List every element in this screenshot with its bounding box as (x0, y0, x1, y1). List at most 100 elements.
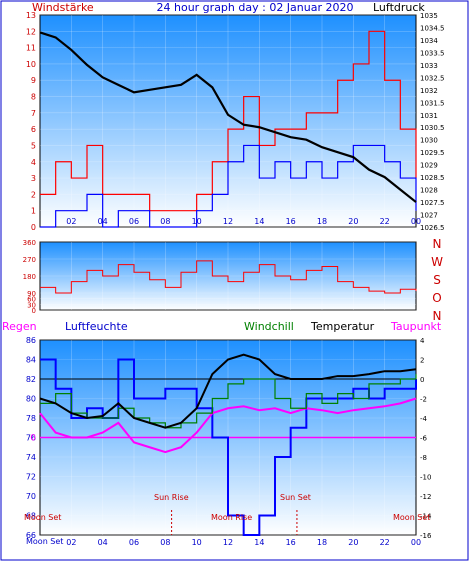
moon-set-left-label: Moon Set (24, 513, 61, 522)
compass-label: N (433, 237, 442, 251)
direction-tick-label: 0 (32, 307, 36, 315)
pressure-tick-label: 1027 (420, 212, 438, 220)
x-tick-label: 02 (66, 538, 76, 547)
wind-tick-label: 0 (31, 223, 36, 232)
moon-rise-label: Moon Rise (211, 513, 252, 522)
legend-temperatur: Temperatur (310, 320, 375, 333)
wind-tick-label: 3 (31, 174, 36, 183)
x-tick-label: 22 (380, 217, 390, 226)
temperature-x-ticks: 02 04 06 08 10 12 14 16 18 20 22 00 (66, 538, 421, 547)
x-tick-label: 06 (129, 217, 139, 226)
x-tick-label: 12 (223, 217, 233, 226)
windchill-line (40, 374, 417, 429)
humidity-left-ticks: 66 68 70 72 74 76 78 80 82 84 86 (26, 336, 36, 540)
wind-tick-label: 9 (31, 76, 36, 85)
x-tick-label: 16 (286, 217, 296, 226)
temperature-right-ticks: -16 -14 -12 -10 -8 -6 -4 -2 0 2 4 (420, 337, 432, 540)
x-tick-label: 22 (380, 538, 390, 547)
temperature-line (39, 353, 417, 429)
wind-tick-label: 13 (26, 11, 36, 20)
pressure-tick-label: 1034.5 (420, 24, 445, 32)
pressure-tick-label: 1032 (420, 87, 438, 95)
wind-tick-label: 6 (31, 125, 36, 134)
wind-direction-line (40, 260, 417, 294)
legend-luftfeuchte: Luftfeuchte (65, 320, 128, 333)
pressure-tick-label: 1030.5 (420, 124, 445, 132)
wind-axis-title: Windstärke (32, 1, 94, 14)
pressure-tick-label: 1033 (420, 62, 438, 70)
humidity-tick-label: 80 (26, 395, 36, 404)
humidity-tick-label: 68 (26, 512, 36, 521)
x-tick-label: 10 (192, 538, 202, 547)
x-tick-label: 00 (411, 217, 421, 226)
chart-title: 24 hour graph day : 02 Januar 2020 (157, 1, 354, 14)
x-tick-label: 14 (254, 217, 264, 226)
direction-tick-label: 360 (23, 239, 36, 247)
direction-tick-label: 270 (23, 256, 36, 264)
temperature-tick-label: -12 (420, 493, 431, 501)
legend-windchill: Windchill (244, 320, 294, 333)
x-tick-label: 14 (254, 538, 264, 547)
pressure-tick-label: 1033.5 (420, 49, 445, 57)
x-tick-label: 08 (160, 538, 170, 547)
x-tick-label: 00 (411, 538, 421, 547)
wind-tick-label: 7 (31, 109, 36, 118)
astro-markers (171, 510, 298, 535)
wind-gust-line (40, 144, 417, 228)
temperature-tick-label: -6 (420, 435, 428, 443)
x-tick-label: 08 (160, 217, 170, 226)
x-tick-label: 06 (129, 538, 139, 547)
temperature-tick-label: -16 (420, 532, 432, 540)
x-tick-label: 12 (223, 538, 233, 547)
humidity-tick-label: 82 (26, 375, 36, 384)
wind-tick-label: 12 (26, 27, 36, 36)
pressure-tick-label: 1030 (420, 137, 438, 145)
pressure-tick-label: 1027.5 (420, 199, 445, 207)
x-tick-label: 04 (98, 538, 108, 547)
wind-tick-label: 2 (31, 190, 36, 199)
legend-taupunkt: Taupunkt (390, 320, 442, 333)
wind-tick-label: 11 (26, 44, 36, 53)
pressure-tick-label: 1028.5 (420, 174, 445, 182)
humidity-tick-label: 70 (26, 492, 36, 501)
direction-tick-label: 30 (27, 301, 36, 309)
rain-zero-label: 0 (30, 434, 36, 444)
legend-regen: Regen (2, 320, 37, 333)
sun-set-label: Sun Set (280, 493, 311, 502)
pressure-tick-label: 1029 (420, 162, 438, 170)
moon-set-right-label: Moon Set (393, 513, 430, 522)
pressure-tick-label: 1034 (420, 37, 438, 45)
moon-set-axis-label: Moon Set (26, 537, 63, 546)
pressure-tick-label: 1032.5 (420, 74, 445, 82)
pressure-tick-label: 1029.5 (420, 149, 445, 157)
temperature-tick-label: -2 (420, 396, 427, 404)
humidity-tick-label: 74 (26, 453, 36, 462)
x-tick-label: 20 (348, 217, 358, 226)
wind-tick-label: 8 (31, 93, 36, 102)
humidity-tick-label: 78 (26, 414, 36, 423)
temperature-tick-label: -8 (420, 454, 427, 462)
temperature-tick-label: -14 (420, 513, 432, 521)
x-tick-label: 18 (317, 538, 327, 547)
temperature-tick-label: 0 (420, 376, 424, 384)
x-tick-label: 20 (348, 538, 358, 547)
pressure-tick-label: 1031.5 (420, 99, 445, 107)
humidity-tick-label: 76 (26, 434, 36, 443)
direction-tick-label: 90 (27, 290, 36, 298)
compass-label: O (432, 291, 441, 305)
wind-avg-line (40, 30, 417, 212)
wind-tick-label: 5 (31, 141, 36, 150)
temperature-tick-label: -4 (420, 415, 428, 423)
temperature-tick-label: 2 (420, 357, 424, 365)
direction-tick-label: 60 (27, 296, 36, 304)
compass-label: S (433, 273, 441, 287)
pressure-tick-label: 1035 (420, 12, 438, 20)
pressure-tick-label: 1026.5 (420, 224, 445, 232)
